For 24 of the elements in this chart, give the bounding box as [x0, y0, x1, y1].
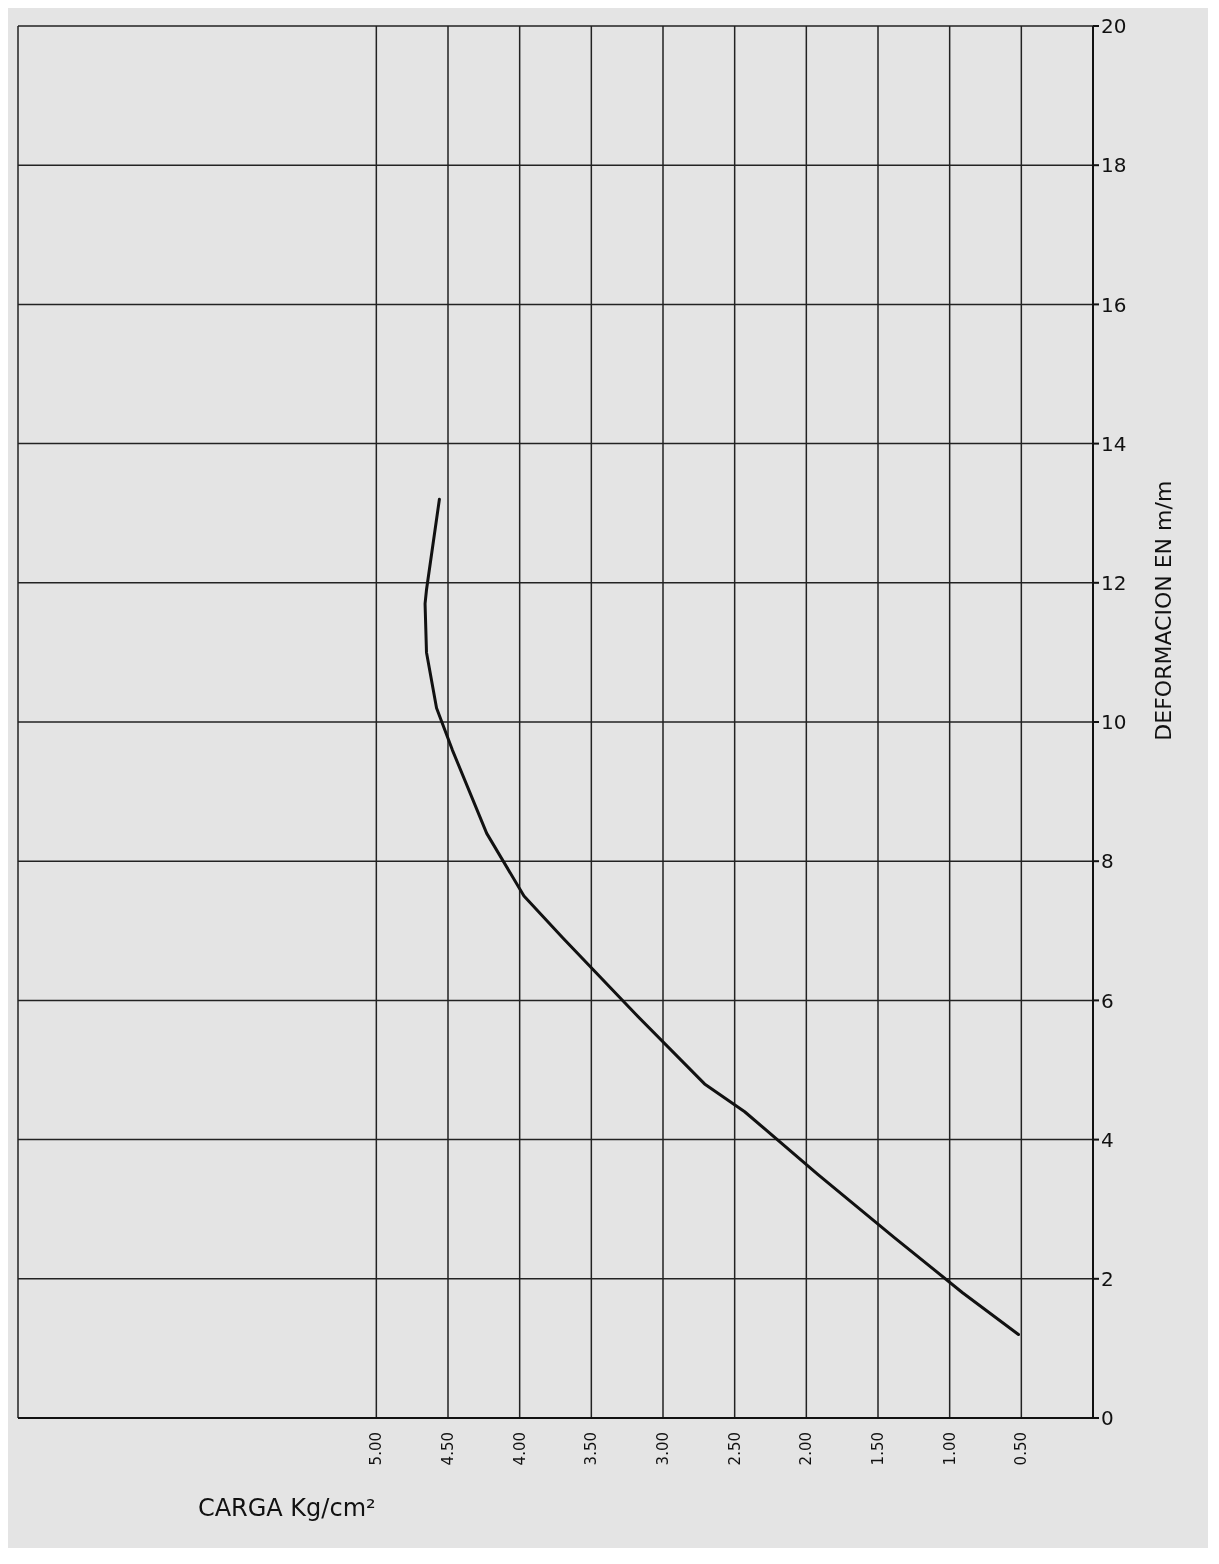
x-tick-label: 3.00: [654, 1432, 672, 1466]
y-tick-label: 6: [1101, 988, 1114, 1013]
line-series: [423, 497, 1020, 1336]
x-tick-label: 4.00: [510, 1432, 529, 1466]
x-tick-label: 4.50: [439, 1432, 457, 1466]
y-tick-label: 8: [1101, 849, 1114, 874]
y-tick-label: 20: [1101, 14, 1127, 39]
x-tick-label: 2.50: [725, 1432, 744, 1466]
y-tick-label: 0: [1101, 1406, 1114, 1431]
y-tick-label: 10: [1101, 710, 1127, 735]
x-tick-label: 2.00: [797, 1432, 816, 1466]
x-tick-label: 1.00: [940, 1432, 959, 1466]
y-tick-label: 18: [1101, 153, 1127, 178]
y-tick-label: 2: [1101, 1266, 1114, 1291]
y-axis-title: DEFORMACION EN m/m: [1150, 480, 1176, 741]
x-axis-title: CARGA Kg/cm²: [197, 1494, 376, 1522]
x-tick-label: 5.00: [367, 1432, 386, 1466]
x-tick-label: 0.50: [1012, 1432, 1031, 1466]
y-tick-label: 4: [1101, 1127, 1114, 1152]
x-tick-label: 3.50: [582, 1432, 601, 1466]
y-tick-label: 16: [1101, 292, 1127, 317]
x-tick-label: 1.50: [869, 1432, 887, 1466]
y-tick-label: 14: [1101, 431, 1127, 456]
y-tick-label: 12: [1101, 570, 1127, 595]
